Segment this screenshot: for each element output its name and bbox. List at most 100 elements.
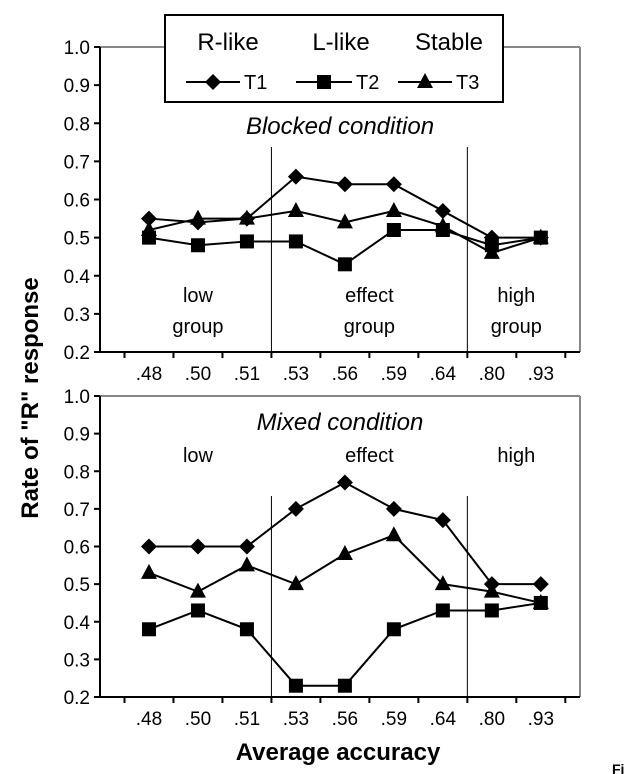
- y-tick-label: 0.3: [64, 650, 90, 671]
- data-point-t1: [287, 500, 304, 517]
- x-tick-label: .51: [234, 364, 260, 385]
- data-point-t2: [288, 678, 303, 693]
- group-label: group: [491, 316, 542, 338]
- data-point-t3: [140, 221, 157, 236]
- series-line-t1: [148, 481, 541, 586]
- figure-caption-fragment: Fi: [612, 761, 624, 774]
- series-line-t2: [148, 601, 541, 687]
- data-point-t3: [287, 575, 304, 591]
- x-tick-label: .48: [136, 364, 162, 385]
- y-tick-label: 0.9: [64, 76, 90, 97]
- y-tick-label: 0.3: [64, 305, 90, 326]
- legend-label-t1: T1: [244, 72, 267, 94]
- data-point-t2: [386, 622, 401, 637]
- y-tick-label: 1.0: [64, 387, 90, 408]
- mixed-condition-panel: 0.2 0.3 0.4 0.5 0.6 0.7 0.8 0.9 1.0 .48 .50 .51 .53.…: [64, 387, 581, 730]
- legend-label-t3: T3: [456, 72, 479, 94]
- data-point-t1: [434, 202, 451, 219]
- data-point-t3: [532, 593, 549, 609]
- x-tick-label: .80: [479, 709, 505, 730]
- y-tick-label: 0.8: [64, 462, 90, 483]
- x-tick-label: .51: [234, 709, 260, 730]
- data-point-t3: [287, 201, 304, 217]
- data-point-t2: [484, 603, 499, 618]
- data-point-t1: [385, 500, 402, 517]
- data-point-t3: [434, 575, 451, 591]
- data-point-t3: [434, 217, 451, 233]
- y-tick-label: 0.4: [64, 613, 91, 634]
- data-point-t3: [385, 526, 402, 542]
- data-point-t1: [336, 176, 353, 193]
- data-point-t2: [190, 603, 205, 618]
- data-point-t3: [238, 556, 255, 572]
- legend: R-like L-like Stable T1 T2 T3: [164, 14, 504, 103]
- data-point-t3: [385, 201, 402, 217]
- data-point-t3: [532, 228, 549, 244]
- data-point-t3: [483, 582, 500, 598]
- data-point-t2: [386, 223, 401, 237]
- data-point-t2: [239, 234, 254, 249]
- x-tick-label: .50: [185, 364, 211, 385]
- y-tick-label: 0.8: [64, 114, 90, 135]
- data-point-t1: [434, 512, 451, 529]
- group-label: low: [183, 285, 214, 307]
- legend-square-icon: [317, 75, 331, 89]
- data-point-t1: [140, 210, 157, 227]
- data-point-t1: [336, 474, 353, 491]
- legend-box: [164, 14, 504, 103]
- data-point-t2: [141, 622, 156, 637]
- data-point-t1: [287, 168, 304, 185]
- data-point-t2: [337, 678, 352, 693]
- group-label: high: [497, 285, 535, 307]
- data-point-t3: [189, 209, 206, 225]
- y-tick-label: 1.0: [64, 38, 90, 59]
- x-tick-label: .53: [283, 364, 309, 385]
- data-point-t1: [140, 538, 157, 555]
- data-point-t3: [140, 563, 157, 579]
- data-point-t2: [337, 257, 352, 272]
- condition-title: Mixed condition: [257, 409, 424, 436]
- group-label: effect: [345, 285, 394, 307]
- group-label: low: [183, 445, 214, 467]
- y-tick-label: 0.5: [64, 575, 90, 596]
- group-label: high: [497, 445, 535, 467]
- y-tick-label: 0.2: [64, 343, 90, 364]
- group-label: effect: [345, 445, 394, 467]
- y-tick-label: 0.4: [64, 267, 91, 288]
- group-label: group: [344, 316, 395, 338]
- data-point-t1: [385, 176, 402, 193]
- legend-header-r-like: R-like: [197, 29, 258, 56]
- x-tick-label: .48: [136, 709, 162, 730]
- y-tick-label: 0.7: [64, 152, 90, 173]
- legend-triangle-icon: [417, 73, 433, 88]
- data-point-t3: [336, 213, 353, 229]
- data-point-t2: [190, 238, 205, 253]
- x-tick-label: .56: [332, 364, 358, 385]
- data-point-t2: [435, 603, 450, 618]
- x-tick-label: .53: [283, 709, 309, 730]
- data-point-t3: [483, 243, 500, 259]
- x-tick-label: .64: [430, 709, 457, 730]
- data-point-t3: [189, 582, 206, 598]
- x-tick-label: .93: [528, 364, 554, 385]
- legend-label-t2: T2: [356, 72, 379, 94]
- y-tick-label: 0.6: [64, 538, 90, 559]
- data-point-t2: [288, 234, 303, 249]
- legend-diamond-icon: [205, 74, 221, 90]
- legend-header-stable: Stable: [415, 29, 483, 56]
- y-tick-label: 0.2: [64, 688, 90, 709]
- x-tick-label: .50: [185, 709, 211, 730]
- y-tick-label: 0.5: [64, 229, 90, 250]
- x-tick-label: .80: [479, 364, 505, 385]
- y-tick-label: 0.6: [64, 191, 90, 212]
- x-tick-label: .59: [381, 709, 407, 730]
- group-label: group: [172, 316, 223, 338]
- data-point-t1: [238, 538, 255, 555]
- x-tick-label: .59: [381, 364, 407, 385]
- y-tick-label: 0.7: [64, 500, 90, 521]
- data-point-t1: [532, 576, 549, 593]
- x-axis-title: Average accuracy: [236, 739, 441, 766]
- data-point-t3: [238, 209, 255, 225]
- y-axis-title: Rate of "R" response: [17, 277, 44, 518]
